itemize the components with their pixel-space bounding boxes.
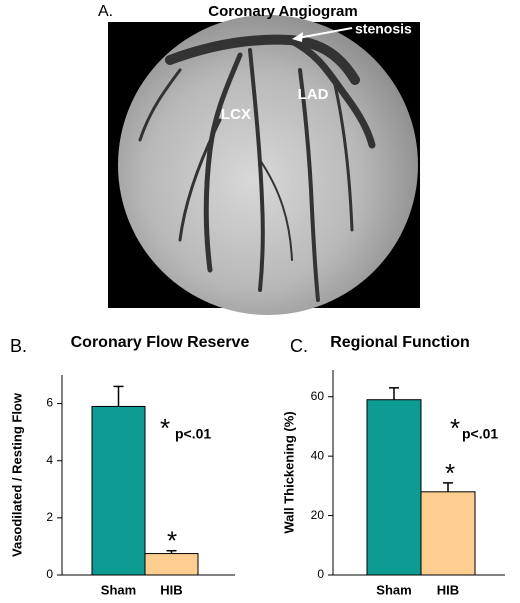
significance-star: * <box>445 458 455 488</box>
panel-title: Coronary Angiogram <box>208 3 357 20</box>
p-value: p<.01 <box>462 426 498 442</box>
bar <box>91 405 146 576</box>
chart-title: Coronary Flow Reserve <box>71 334 250 351</box>
y-tick-label: 0 <box>317 567 324 581</box>
y-tick-label: 40 <box>311 448 325 462</box>
bar <box>420 491 476 576</box>
angiogram: stenosis LCX LAD <box>108 15 420 315</box>
panel-label: A. <box>98 3 113 20</box>
y-tick-label: 6 <box>46 396 53 410</box>
p-value: p<.01 <box>175 426 211 442</box>
bar <box>144 553 199 576</box>
arrow <box>297 27 353 39</box>
significance-star: * <box>167 526 177 556</box>
y-axis-label: Wall Thickening (%) <box>281 411 296 533</box>
y-tick-label: 2 <box>46 510 53 524</box>
vessels <box>138 34 376 302</box>
x-tick-label: Sham <box>101 582 136 597</box>
y-tick-label: 20 <box>311 508 325 522</box>
significance-star: * <box>160 413 170 443</box>
bar <box>366 399 422 576</box>
chart-title: Regional Function <box>330 334 470 351</box>
x-tick-label: HIB <box>437 582 459 597</box>
arrow-head <box>292 32 303 42</box>
x-tick-label: Sham <box>376 582 411 597</box>
panel-label: B. <box>10 336 27 356</box>
annotation: LAD <box>298 86 329 103</box>
y-tick-label: 0 <box>46 567 53 581</box>
y-tick-label: 60 <box>311 389 325 403</box>
image-field <box>118 15 418 315</box>
panel-label: C. <box>290 336 308 356</box>
annotation: LCX <box>221 106 251 123</box>
x-tick-label: HIB <box>160 582 182 597</box>
significance-star: * <box>450 413 460 443</box>
y-axis-label: Vasodilated / Resting Flow <box>9 392 24 557</box>
y-tick-label: 4 <box>46 453 53 467</box>
annotation: stenosis <box>355 21 412 37</box>
